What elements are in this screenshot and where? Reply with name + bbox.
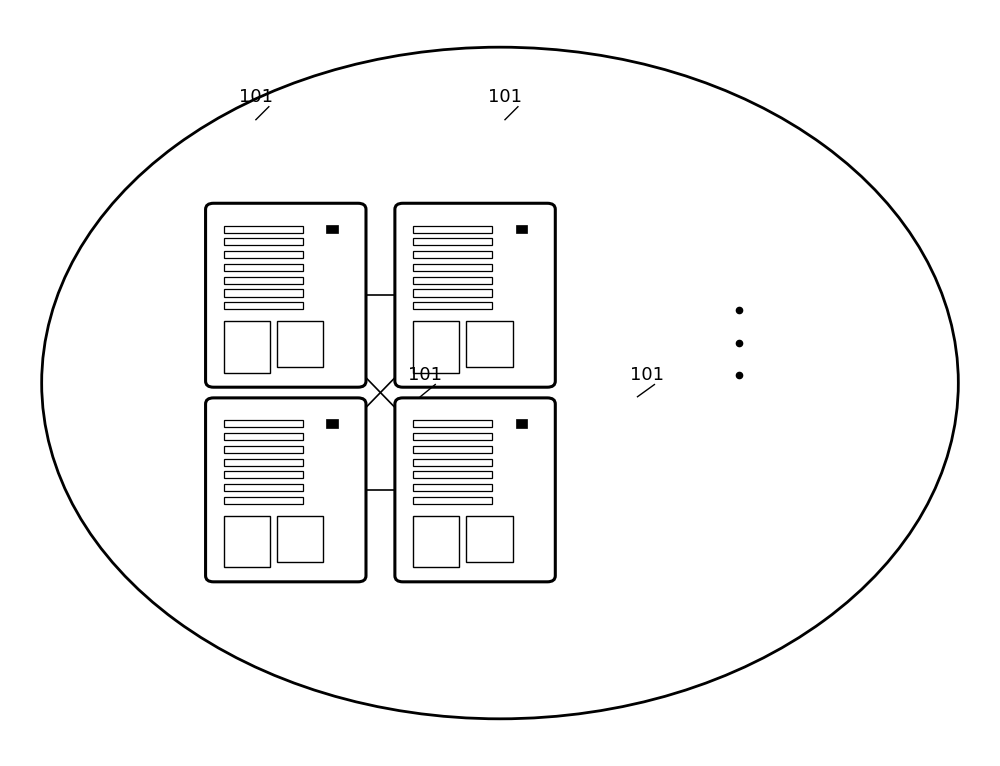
Bar [224,238,303,245]
FancyBboxPatch shape [395,398,555,582]
Bar [224,251,303,258]
Bar [224,264,303,271]
Bar [413,421,492,427]
Bar [413,446,492,453]
Bar [413,277,492,283]
Bar [413,238,492,245]
Bar [224,484,303,491]
Bar [413,264,492,271]
Bar [466,321,513,368]
Bar [224,226,303,233]
Bar [413,484,492,491]
Bar [413,321,459,372]
Bar [224,290,303,296]
Bar [224,302,303,309]
Bar [516,224,527,234]
Text: 101: 101 [408,366,442,385]
Text: 101: 101 [488,88,522,106]
Bar [516,419,527,428]
Text: 101: 101 [239,88,273,106]
Bar [413,226,492,233]
Bar [413,290,492,296]
Bar [224,421,303,427]
Bar [413,251,492,258]
FancyBboxPatch shape [395,203,555,387]
Bar [277,321,323,368]
Bar [413,302,492,309]
Bar [224,516,270,567]
Bar [224,321,270,372]
Bar [224,471,303,479]
FancyBboxPatch shape [206,398,366,582]
Bar [224,446,303,453]
Bar [326,419,338,428]
Bar [413,433,492,440]
Bar [224,433,303,440]
Bar [224,497,303,504]
Bar [413,497,492,504]
Bar [277,516,323,562]
Bar [413,459,492,466]
Text: 101: 101 [630,366,664,385]
Bar [413,516,459,567]
Bar [224,459,303,466]
Bar [224,277,303,283]
Bar [466,516,513,562]
Bar [413,471,492,479]
Bar [326,224,338,234]
FancyBboxPatch shape [206,203,366,387]
